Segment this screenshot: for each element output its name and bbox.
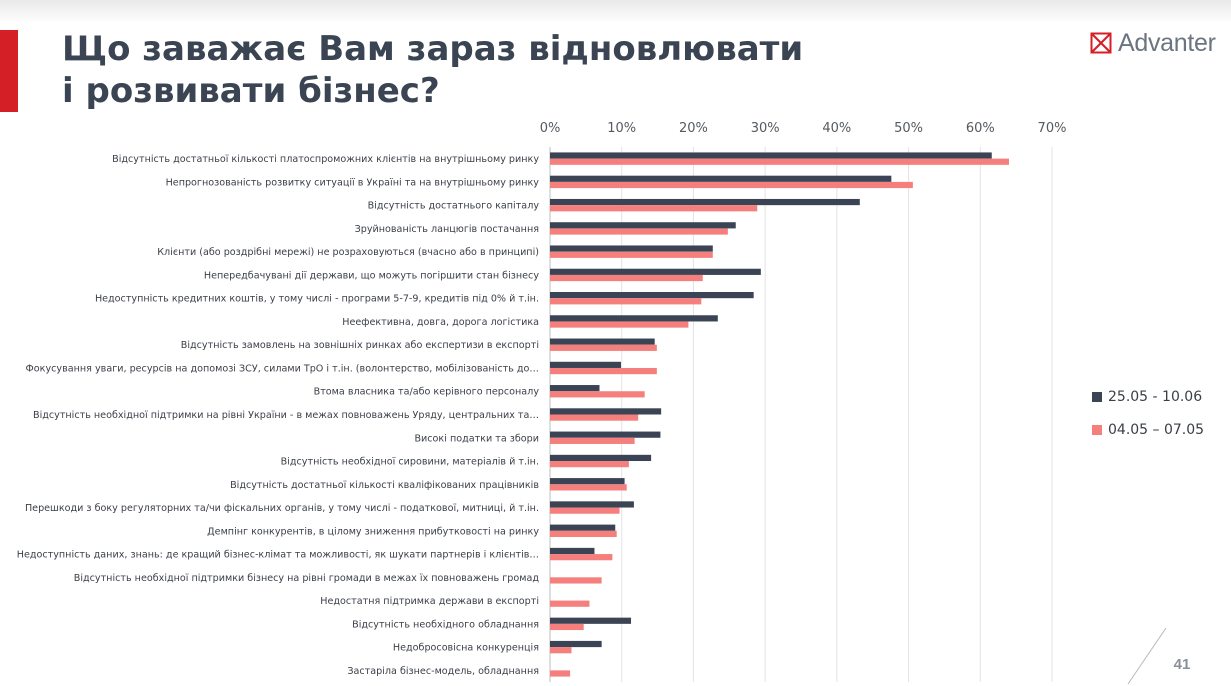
x-tick-label: 70% bbox=[1038, 121, 1067, 136]
bar-series-2 bbox=[550, 484, 627, 491]
bar-series-1 bbox=[550, 431, 661, 438]
bar-series-1 bbox=[550, 152, 992, 159]
bar-series-1 bbox=[550, 547, 595, 555]
legend-swatch-series-1 bbox=[1092, 391, 1102, 402]
category-label: Недоступність даних, знань: де кращий бі… bbox=[17, 549, 539, 561]
bar-series-1 bbox=[550, 454, 652, 462]
logo-text: Advanter bbox=[1118, 28, 1216, 57]
category-label: Неефективна, довга, дорога логістика bbox=[342, 316, 539, 328]
category-label: Втома власника та/або керівного персонал… bbox=[314, 386, 540, 398]
bar-series-1 bbox=[550, 408, 662, 415]
logo-mark-icon bbox=[1090, 32, 1112, 54]
category-label: Непередбачувані дії держави, що можуть п… bbox=[204, 269, 539, 281]
bar-series-1 bbox=[550, 175, 892, 182]
bar-series-2 bbox=[550, 251, 713, 258]
category-label: Відсутність достатньої кількості кваліфі… bbox=[230, 479, 539, 491]
bar-series-2 bbox=[550, 530, 617, 538]
bar-series-1 bbox=[550, 291, 754, 299]
x-tick-label: 20% bbox=[679, 121, 708, 136]
bar-series-1 bbox=[550, 198, 860, 206]
bar-series-1 bbox=[550, 617, 632, 624]
red-accent-bar bbox=[0, 30, 18, 112]
bar-series-1 bbox=[550, 268, 761, 275]
bar-series-2 bbox=[550, 554, 613, 561]
category-label: Високі податки та збори bbox=[414, 432, 539, 444]
bar-series-2 bbox=[550, 391, 645, 398]
x-tick-label: 50% bbox=[894, 121, 923, 136]
bar-series-1 bbox=[550, 640, 602, 648]
category-label: Недоступність кредитних коштів, у тому ч… bbox=[95, 293, 539, 305]
legend-item-series-2: 04.05 – 07.05 bbox=[1092, 413, 1204, 446]
bar-series-2 bbox=[550, 228, 728, 235]
slide-title: Що заважає Вам зараз відновлювати і розв… bbox=[62, 28, 822, 112]
bar-series-2 bbox=[550, 461, 629, 468]
page-number: 41 bbox=[1173, 656, 1191, 673]
bar-series-2 bbox=[550, 414, 639, 421]
category-label: Демпінг конкурентів, в цілому зниження п… bbox=[207, 525, 539, 537]
x-tick-label: 10% bbox=[607, 121, 636, 136]
category-label: Відсутність необхідного обладнання bbox=[352, 618, 539, 630]
bar-series-2 bbox=[550, 298, 702, 305]
top-band bbox=[0, 0, 1231, 24]
legend-swatch-series-2 bbox=[1092, 424, 1102, 435]
category-label: Непрогнозованість розвитку ситуації в Ук… bbox=[166, 176, 540, 188]
category-label: Відсутність замовлень на зовнішніх ринка… bbox=[181, 339, 539, 351]
bar-series-2 bbox=[550, 623, 584, 631]
category-label: Застаріла бізнес-модель, обладнання bbox=[347, 665, 539, 677]
x-tick-label: 0% bbox=[540, 121, 561, 136]
advanter-logo: Advanter bbox=[1090, 28, 1216, 57]
category-label: Відсутність достатнього капіталу bbox=[368, 200, 540, 212]
category-label: Недобросовісна конкуренція bbox=[393, 642, 539, 654]
slide-title-line-1: Що заважає Вам зараз відновлювати bbox=[62, 29, 804, 69]
bar-series-2 bbox=[550, 367, 657, 375]
category-label: Відсутність необхідної підтримки бізнесу… bbox=[74, 572, 540, 584]
bar-series-1 bbox=[550, 501, 634, 508]
bar-series-2 bbox=[550, 321, 689, 328]
bar-series-2 bbox=[550, 600, 590, 607]
category-label: Перешкоди з боку регуляторних та/чи фіск… bbox=[25, 502, 539, 514]
x-tick-label: 30% bbox=[751, 121, 780, 136]
category-label: Клієнти (або роздрібні мережі) не розрах… bbox=[157, 246, 539, 258]
legend-label-series-2: 04.05 – 07.05 bbox=[1108, 421, 1205, 438]
bar-series-2 bbox=[550, 205, 758, 212]
legend-label-series-1: 25.05 - 10.06 bbox=[1108, 388, 1203, 405]
category-label: Зруйнованість ланцюгів постачання bbox=[355, 223, 539, 235]
bar-series-2 bbox=[550, 437, 635, 444]
x-tick-label: 60% bbox=[966, 121, 995, 136]
category-label: Відсутність достатньої кількості платосп… bbox=[112, 153, 539, 165]
category-label: Відсутність необхідної сировини, матеріа… bbox=[281, 456, 539, 468]
slide-title-line-2: і розвивати бізнес? bbox=[62, 71, 440, 111]
bar-series-2 bbox=[550, 647, 572, 654]
bar-series-1 bbox=[550, 338, 655, 345]
category-label: Фокусування уваги, ресурсів на допомозі … bbox=[26, 362, 539, 374]
bar-series-1 bbox=[550, 524, 616, 531]
chart-legend: 25.05 - 10.06 04.05 – 07.05 bbox=[1092, 380, 1204, 446]
bar-series-2 bbox=[550, 274, 703, 282]
bar-series-1 bbox=[550, 222, 736, 229]
bar-series-1 bbox=[550, 385, 600, 392]
bar-series-2 bbox=[550, 181, 913, 189]
bar-series-1 bbox=[550, 478, 625, 485]
bar-series-1 bbox=[550, 245, 713, 252]
category-label: Відсутність необхідної підтримки на рівн… bbox=[33, 409, 539, 421]
category-label: Недостатня підтримка держави в експорті bbox=[320, 595, 539, 607]
bar-series-2 bbox=[550, 158, 1009, 165]
bar-series-2 bbox=[550, 507, 620, 514]
bar-series-2 bbox=[550, 577, 602, 584]
bar-series-1 bbox=[550, 361, 621, 368]
legend-item-series-1: 25.05 - 10.06 bbox=[1092, 380, 1204, 413]
bar-series-2 bbox=[550, 344, 657, 351]
bar-series-2 bbox=[550, 670, 571, 677]
x-tick-label: 40% bbox=[822, 121, 851, 136]
bar-series-1 bbox=[550, 315, 718, 322]
